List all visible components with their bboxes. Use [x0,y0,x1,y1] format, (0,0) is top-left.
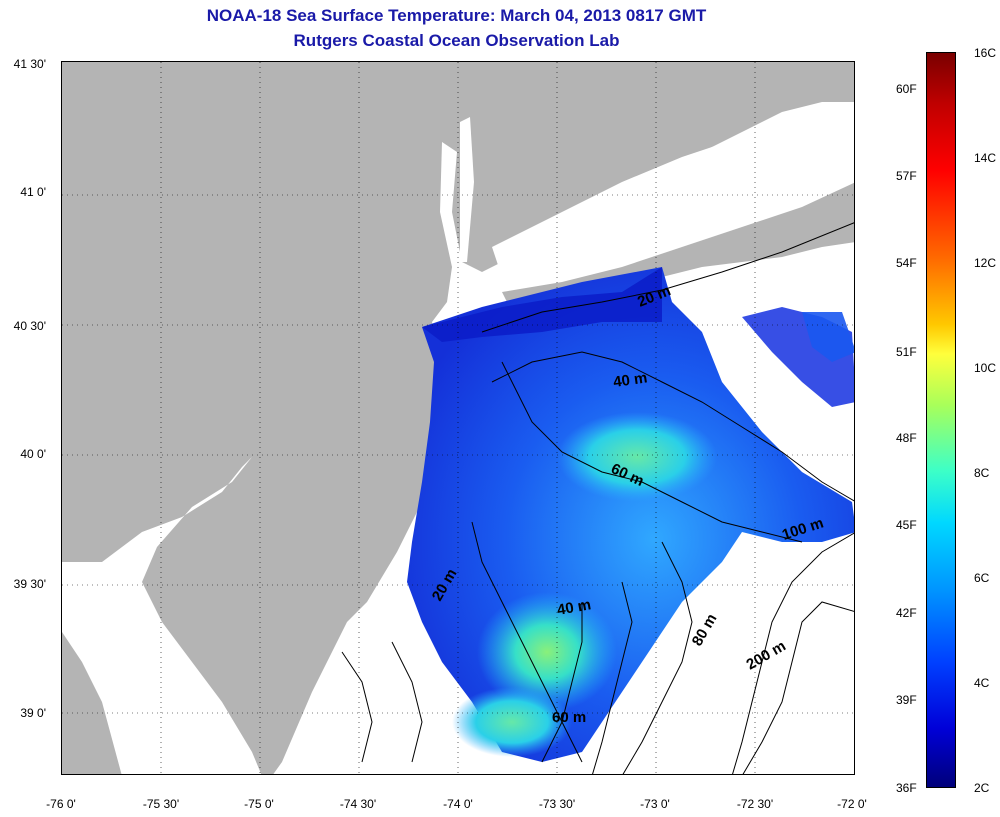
map-title: NOAA-18 Sea Surface Temperature: March 0… [206,6,707,25]
colorbar-f-label: 51F [896,345,917,359]
lon-label: -72 0' [837,797,867,811]
lon-label: -73 0' [640,797,670,811]
contour-label: 40 m [556,596,593,619]
graticule [62,62,854,774]
lon-label: -74 0' [443,797,473,811]
colorbar-f-label: 48F [896,431,917,445]
lon-label: -74 30' [339,797,377,811]
colorbar-c-label: 2C [974,781,990,795]
colorbar-f-label: 42F [896,606,917,620]
contour-label: 80 m [689,611,721,649]
colorbar-c-label: 12C [974,256,997,270]
colorbar-c-label: 6C [974,571,990,585]
contour-label: 200 m [744,637,789,673]
lat-label: 39 0' [20,706,46,720]
colorbar-f-label: 36F [896,781,917,795]
lat-label: 40 30' [13,319,46,333]
temperature-colorbar [926,52,956,788]
lon-label: -73 30' [538,797,576,811]
land-area [62,62,854,774]
colorbar-f-label: 57F [896,169,917,183]
map-subtitle: Rutgers Coastal Ocean Observation Lab [293,31,620,50]
lat-label: 40 0' [20,447,46,461]
sst-field [407,267,854,762]
lon-label: -75 30' [142,797,180,811]
colorbar-c-label: 14C [974,151,997,165]
lat-label: 39 30' [13,577,46,591]
lat-label: 41 0' [20,185,46,199]
lon-label: -75 0' [244,797,274,811]
colorbar-c-label: 8C [974,466,990,480]
colorbar-c-label: 4C [974,676,990,690]
sst-map: 20 m 40 m 60 m 100 m 20 m 40 m 60 m 80 m… [61,61,855,775]
colorbar-f-label: 39F [896,693,917,707]
lon-label: -76 0' [46,797,76,811]
colorbar-c-label: 16C [974,46,997,60]
colorbar-f-label: 60F [896,82,917,96]
colorbar-f-label: 54F [896,256,917,270]
colorbar-f-label: 45F [896,518,917,532]
contour-label: 40 m [612,369,648,391]
colorbar-c-label: 10C [974,361,997,375]
lat-label: 41 30' [13,57,46,71]
lon-label: -72 30' [736,797,774,811]
